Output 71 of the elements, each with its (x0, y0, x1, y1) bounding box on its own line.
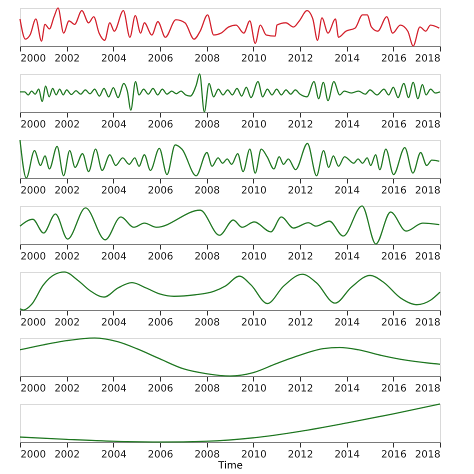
x-tick-label: 2012 (288, 450, 314, 460)
x-tick-label: 2014 (334, 120, 360, 130)
x-tick-label: 2018 (415, 318, 440, 328)
x-tick-label: 2002 (54, 318, 80, 328)
x-tick-label: 2010 (241, 252, 267, 262)
x-tick-label: 2014 (334, 252, 360, 262)
x-tick-label: 2018 (415, 384, 440, 394)
x-tick-label: 2004 (101, 120, 127, 130)
x-tick-label: 2014 (334, 318, 360, 328)
x-tick-label: 2000 (20, 318, 46, 328)
x-tick-label: 2002 (54, 384, 80, 394)
x-tick-label: 2000 (20, 450, 46, 460)
x-tick-label: 2004 (101, 450, 127, 460)
x-tick-label: 2018 (415, 120, 440, 130)
x-tick-label: 2004 (101, 186, 127, 196)
x-tick-label: 2008 (194, 318, 220, 328)
x-tick-label: 2012 (288, 120, 314, 130)
x-tick-label: 2008 (194, 450, 220, 460)
x-tick-label: 2010 (241, 120, 267, 130)
x-tick-label: 2016 (381, 186, 407, 196)
x-tick-label: 2002 (54, 54, 80, 64)
x-axis-title: Time (217, 460, 243, 472)
x-tick-label: 2004 (101, 318, 127, 328)
x-tick-label: 2006 (148, 186, 174, 196)
x-tick-label: 2014 (334, 54, 360, 64)
x-tick-label: 2018 (415, 252, 440, 262)
x-tick-label: 2016 (381, 252, 407, 262)
x-tick-label: 2010 (241, 384, 267, 394)
x-tick-label: 2000 (20, 384, 46, 394)
x-tick-label: 2018 (415, 450, 440, 460)
x-tick-label: 2006 (148, 54, 174, 64)
x-tick-label: 2008 (194, 120, 220, 130)
x-tick-label: 2018 (415, 54, 440, 64)
x-tick-label: 2006 (148, 318, 174, 328)
x-tick-label: 2010 (241, 318, 267, 328)
x-tick-label: 2000 (20, 186, 46, 196)
x-tick-label: 2014 (334, 450, 360, 460)
x-tick-label: 2006 (148, 252, 174, 262)
x-tick-label: 2002 (54, 120, 80, 130)
x-tick-label: 2016 (381, 384, 407, 394)
x-tick-label: 2014 (334, 384, 360, 394)
x-tick-label: 2000 (20, 120, 46, 130)
x-tick-label: 2010 (241, 54, 267, 64)
x-tick-label: 2006 (148, 450, 174, 460)
x-tick-label: 2004 (101, 252, 127, 262)
x-tick-label: 2010 (241, 186, 267, 196)
x-tick-label: 2012 (288, 384, 314, 394)
x-tick-label: 2008 (194, 186, 220, 196)
x-tick-label: 2014 (334, 186, 360, 196)
x-tick-label: 2004 (101, 384, 127, 394)
x-tick-label: 2012 (288, 186, 314, 196)
x-tick-label: 2016 (381, 318, 407, 328)
x-tick-label: 2012 (288, 252, 314, 262)
x-tick-label: 2012 (288, 318, 314, 328)
x-tick-label: 2002 (54, 450, 80, 460)
x-tick-label: 2006 (148, 120, 174, 130)
x-tick-label: 2000 (20, 54, 46, 64)
x-tick-label: 2016 (381, 450, 407, 460)
x-tick-label: 2000 (20, 252, 46, 262)
x-tick-label: 2012 (288, 54, 314, 64)
x-tick-label: 2008 (194, 54, 220, 64)
x-tick-label: 2008 (194, 252, 220, 262)
x-tick-label: 2010 (241, 450, 267, 460)
x-tick-label: 2004 (101, 54, 127, 64)
x-tick-label: 2018 (415, 186, 440, 196)
x-tick-label: 2008 (194, 384, 220, 394)
x-tick-label: 2006 (148, 384, 174, 394)
x-tick-label: 2016 (381, 54, 407, 64)
x-tick-label: 2002 (54, 186, 80, 196)
x-tick-label: 2016 (381, 120, 407, 130)
x-tick-label: 2002 (54, 252, 80, 262)
